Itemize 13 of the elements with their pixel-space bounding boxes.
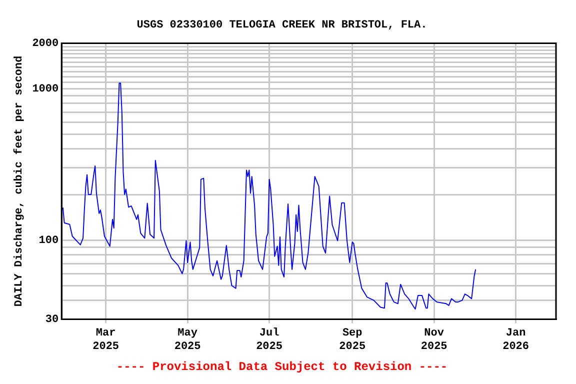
y-tick-label: 30 <box>45 314 59 326</box>
x-tick-label: Mar 2025 <box>92 328 120 353</box>
y-tick-label: 100 <box>38 234 59 247</box>
x-tick-label: May 2025 <box>174 328 202 353</box>
chart-title: USGS 02330100 TELOGIA CREEK NR BRISTOL, FLA. <box>136 19 428 32</box>
y-axis-title: DAILY Discharge, cubic feet per second <box>12 56 26 307</box>
x-tick-label: Nov 2025 <box>420 328 448 353</box>
x-tick-label: Jan 2026 <box>502 328 530 353</box>
y-tick-label: 1000 <box>32 84 59 96</box>
text: ---- Provisional Data Subject to Revision ---- <box>116 360 448 374</box>
x-tick-label: Jul 2025 <box>256 328 283 353</box>
x-tick-label: Sep 2025 <box>339 328 366 353</box>
y-tick-label: 2000 <box>32 38 59 50</box>
